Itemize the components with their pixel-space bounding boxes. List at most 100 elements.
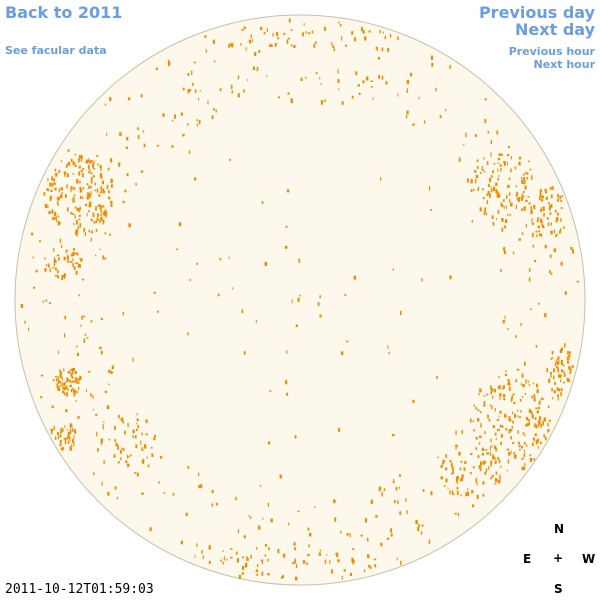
facula-mark — [511, 425, 513, 429]
facula-mark — [290, 98, 293, 103]
previous-hour-link[interactable]: Previous hour — [508, 45, 595, 58]
facula-mark — [280, 576, 283, 579]
facula-mark — [64, 194, 67, 198]
facula-mark — [532, 442, 534, 447]
facula-mark — [343, 569, 346, 572]
facula-mark — [486, 393, 489, 396]
facula-mark — [75, 252, 79, 255]
facula-mark — [531, 395, 533, 399]
facula-mark — [525, 171, 527, 174]
facula-mark — [62, 390, 65, 394]
facula-mark — [102, 426, 104, 430]
facula-mark — [94, 160, 96, 163]
facula-mark — [503, 247, 506, 251]
facula-mark — [33, 286, 36, 289]
facula-mark — [341, 101, 344, 105]
facula-mark — [168, 62, 170, 67]
facula-mark — [523, 206, 526, 211]
facula-mark — [236, 558, 239, 563]
facula-mark — [196, 123, 199, 127]
facula-mark — [499, 476, 501, 480]
facula-mark — [422, 489, 425, 492]
facula-mark — [158, 481, 160, 484]
facula-mark — [255, 569, 259, 573]
facula-mark — [103, 188, 105, 192]
facula-mark — [456, 487, 459, 490]
previous-day-link[interactable]: Previous day — [478, 3, 595, 22]
facula-mark — [80, 324, 82, 327]
facula-mark — [567, 358, 569, 361]
facula-mark — [562, 364, 565, 367]
facula-mark — [508, 386, 511, 391]
facula-mark — [49, 302, 51, 304]
facula-mark — [490, 390, 493, 395]
facula-mark — [431, 63, 434, 67]
facula-mark — [475, 178, 477, 184]
facula-mark — [222, 561, 225, 565]
next-hour-link[interactable]: Next hour — [533, 58, 596, 71]
facula-mark — [49, 268, 51, 273]
facula-mark — [367, 554, 370, 559]
facula-mark — [534, 259, 537, 263]
facula-mark — [57, 275, 59, 279]
facula-mark — [60, 371, 62, 375]
facula-mark — [330, 569, 333, 574]
facula-mark — [69, 425, 71, 428]
facula-mark — [265, 543, 267, 547]
facula-mark — [363, 569, 366, 573]
facula-mark — [288, 522, 290, 526]
facula-mark — [525, 224, 527, 228]
next-day-link[interactable]: Next day — [515, 20, 595, 39]
facula-mark — [120, 449, 122, 454]
facula-mark — [60, 194, 63, 199]
facula-mark — [127, 454, 129, 459]
facula-mark — [86, 337, 89, 339]
observation-timestamp: 2011-10-12T01:59:03 — [5, 582, 154, 597]
facula-mark — [59, 434, 61, 438]
facula-mark — [499, 410, 502, 414]
facula-mark — [497, 168, 499, 172]
facula-mark — [503, 199, 505, 203]
facula-mark — [361, 27, 363, 32]
facular-data-link[interactable]: See facular data — [5, 44, 107, 57]
facula-mark — [560, 392, 562, 397]
facula-mark — [47, 205, 49, 208]
facula-mark — [369, 566, 372, 569]
facula-mark — [510, 168, 512, 173]
facula-mark — [54, 260, 57, 263]
facula-mark — [504, 413, 507, 418]
facula-mark — [547, 202, 550, 205]
facula-mark — [109, 233, 111, 236]
facula-mark — [63, 171, 67, 174]
facula-mark — [508, 429, 511, 434]
facula-mark — [151, 453, 154, 458]
facula-mark — [270, 45, 273, 47]
facula-mark — [24, 320, 26, 324]
facula-mark — [551, 351, 553, 355]
facula-mark — [141, 446, 143, 450]
facula-mark — [467, 178, 469, 183]
facula-mark — [475, 407, 478, 410]
facula-mark — [262, 517, 264, 520]
facula-mark — [72, 252, 75, 256]
facula-mark — [353, 275, 357, 280]
back-to-year-link[interactable]: Back to 2011 — [5, 3, 123, 22]
facula-mark — [105, 211, 108, 216]
facula-mark — [100, 350, 103, 355]
facula-mark — [200, 484, 203, 489]
facula-mark — [568, 366, 571, 370]
facula-mark — [329, 560, 331, 564]
facula-mark — [54, 168, 57, 172]
facula-mark — [488, 418, 491, 422]
facula-mark — [63, 368, 65, 372]
facula-mark — [153, 435, 156, 438]
facula-mark — [397, 36, 399, 41]
facula-mark — [93, 220, 96, 224]
facula-mark — [171, 119, 174, 122]
facula-mark — [493, 186, 496, 191]
facula-mark — [44, 268, 47, 272]
facula-mark — [43, 192, 46, 196]
facula-mark — [54, 211, 57, 216]
facula-mark — [529, 268, 531, 272]
facula-mark — [238, 574, 241, 579]
